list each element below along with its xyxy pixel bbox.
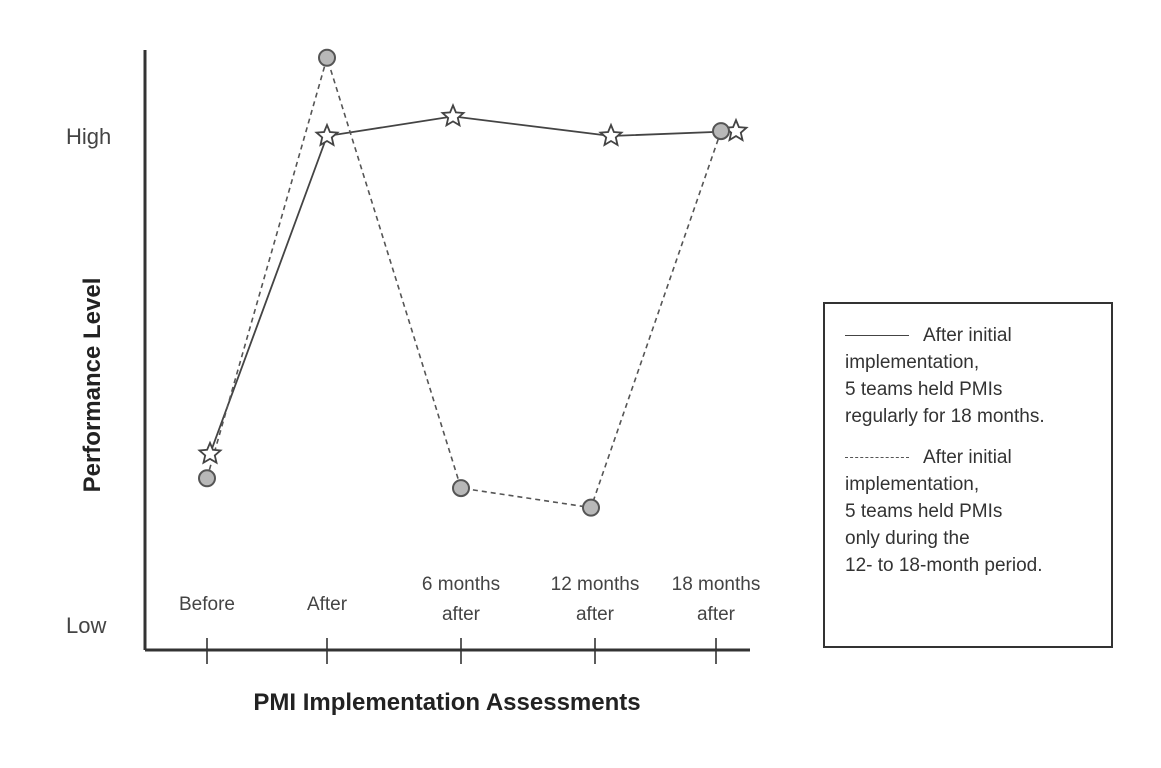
series-0-point-1 <box>314 122 340 147</box>
series-1-point-3 <box>582 498 600 517</box>
x-tick-label-1: After <box>307 594 348 615</box>
legend-text-0-line-2: 5 teams held PMIs <box>845 379 1003 400</box>
legend-text-1-line-0: After initial <box>923 447 1012 468</box>
legend-text-0-line-3: regularly for 18 months. <box>845 406 1045 427</box>
legend-entry-0-header: After initial <box>845 322 1097 349</box>
legend-entry-1-header: After initial <box>845 444 1097 471</box>
series-lines <box>206 55 737 509</box>
series-1-line <box>206 55 722 509</box>
series-0-point-2 <box>440 103 466 128</box>
legend-text-0-line-1: implementation, <box>845 352 980 373</box>
legend-text-1-line-3: only during the <box>845 528 970 549</box>
axes <box>143 50 750 652</box>
series-1-point-4 <box>712 122 730 141</box>
legend-text-1-line-4: 12- to 18-month period. <box>845 555 1043 576</box>
series-1-point-0 <box>198 469 216 488</box>
x-tick-label-0: Before <box>179 594 235 615</box>
x-tick-label-3: 12 months after <box>551 574 640 625</box>
x-tick-label-2-line-0: 6 months <box>422 574 500 595</box>
x-tick-label-3-line-1: after <box>576 604 615 625</box>
x-tick-label-4-line-0: 18 months <box>672 574 761 595</box>
series-0-point-3 <box>598 122 624 147</box>
x-tick-label-2: 6 months after <box>422 574 500 625</box>
legend-text-1-line-1: implementation, <box>845 474 980 495</box>
y-tick-label-high: High <box>66 124 111 149</box>
y-tick-label-low: Low <box>66 613 106 638</box>
series-0-point-0 <box>197 440 223 465</box>
series-1-point-2 <box>452 479 470 498</box>
legend-text-0-line-0: After initial <box>923 325 1012 346</box>
legend-swatch-0 <box>845 335 909 336</box>
x-axis-label: PMI Implementation Assessments <box>253 689 640 716</box>
x-tick-label-1-line-0: After <box>307 594 348 615</box>
series-1-point-1 <box>318 48 336 67</box>
series-0-line <box>209 115 737 455</box>
legend-entry-0: After initial implementation, 5 teams held… <box>845 322 1097 430</box>
legend-swatch-1 <box>845 457 909 458</box>
x-tick-label-4-line-1: after <box>697 604 736 625</box>
x-tick-label-3-line-0: 12 months <box>551 574 640 595</box>
series-markers <box>197 48 749 517</box>
legend-entry-1: After initial implementation, 5 teams held… <box>845 444 1097 579</box>
x-tick-label-0-line-0: Before <box>179 594 235 615</box>
legend: After initial implementation, 5 teams held… <box>823 302 1113 648</box>
legend-text-1-line-2: 5 teams held PMIs <box>845 501 1003 522</box>
y-ticks: High Low <box>66 124 111 638</box>
x-tick-label-2-line-1: after <box>442 604 481 625</box>
y-axis-label: Performance Level <box>79 278 106 493</box>
x-tick-label-4: 18 months after <box>672 574 761 625</box>
